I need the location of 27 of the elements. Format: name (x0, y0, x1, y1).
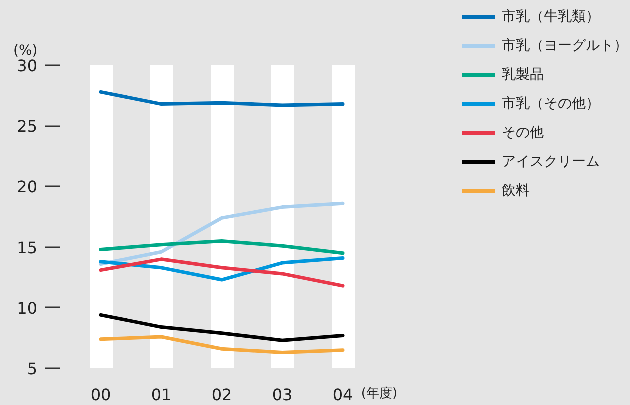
legend-label: アイスクリーム (502, 153, 600, 172)
y-tick-label: 25 (17, 117, 38, 136)
legend-label: その他 (502, 124, 544, 143)
line-series (99, 258, 345, 288)
y-tick-label: 10 (17, 298, 38, 318)
x-tick-label: 00 (90, 386, 112, 404)
y-axis-title: (%) (14, 43, 38, 59)
x-axis-title: (年度) (361, 386, 398, 402)
legend-label: 市乳（牛乳類） (502, 8, 600, 27)
x-tick-label: 01 (151, 386, 172, 404)
line-series (99, 202, 345, 266)
legend-label: 市乳（ヨーグルト） (502, 37, 628, 56)
line-series (99, 239, 345, 256)
y-tick-label: 20 (17, 178, 38, 197)
x-tick-label: 04 (332, 386, 354, 404)
y-tick-label: 15 (17, 238, 38, 258)
legend-label: 乳製品 (502, 66, 544, 85)
x-tick-label: 03 (272, 386, 293, 404)
legend-label: 市乳（その他） (502, 95, 600, 114)
line-series (99, 90, 345, 108)
y-tick-label: 30 (17, 56, 38, 76)
line-series (99, 335, 345, 354)
legend-label: 飲料 (502, 182, 530, 201)
line-series (99, 313, 345, 342)
line-series (99, 256, 345, 282)
y-tick-label: 5 (27, 360, 38, 378)
x-tick-label: 02 (212, 386, 232, 404)
